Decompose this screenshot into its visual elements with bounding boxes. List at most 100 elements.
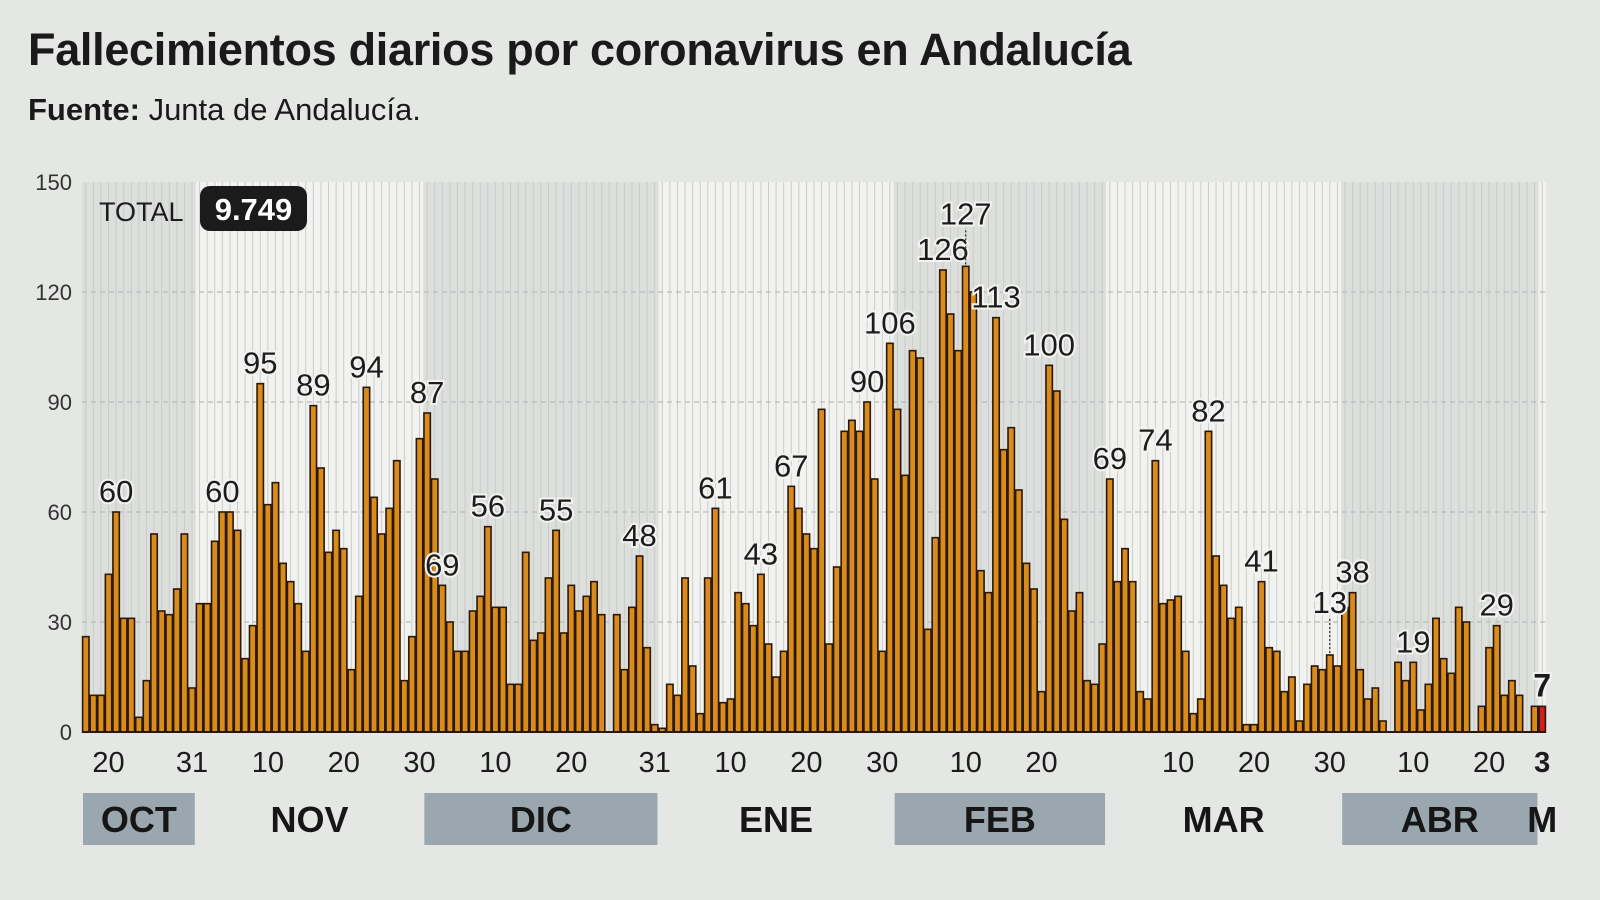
bar-mar-20 xyxy=(1249,723,1258,733)
bar-mar-1 xyxy=(1105,478,1114,733)
bar-ene-8 xyxy=(711,507,720,733)
month-label: MAR xyxy=(1183,799,1265,840)
bar-ene-15 xyxy=(764,643,773,733)
bar-abr-24 xyxy=(1515,694,1524,733)
bar-feb-12 xyxy=(976,569,985,733)
bar-ene-6 xyxy=(696,712,705,733)
bar-mar-27 xyxy=(1303,683,1312,733)
bar-abr-10 xyxy=(1409,661,1418,733)
bar-abr-16 xyxy=(1454,606,1463,733)
x-tick-label: 31 xyxy=(639,747,671,779)
bar-mar-21 xyxy=(1257,580,1266,733)
bar-mar-10 xyxy=(1174,595,1183,733)
y-tick-label: 30 xyxy=(48,610,72,635)
annotation-label: 100 xyxy=(1023,327,1075,362)
bar-dic-17 xyxy=(544,577,553,733)
bar-oct-23 xyxy=(127,617,136,733)
bar-mar-28 xyxy=(1310,665,1319,733)
x-tick-label: 10 xyxy=(714,747,746,779)
y-tick-label: 150 xyxy=(35,170,72,195)
annotation-label: 74 xyxy=(1138,423,1172,458)
bar-nov-2 xyxy=(203,602,212,733)
bar-dic-12 xyxy=(506,683,515,733)
bar-feb-4 xyxy=(916,357,925,733)
bar-oct-27 xyxy=(157,610,166,733)
bar-dic-10 xyxy=(491,606,500,733)
bar-dic-30 xyxy=(643,646,652,733)
bar-nov-19 xyxy=(332,529,341,733)
source-label: Fuente: xyxy=(28,92,140,127)
bar-nov-3 xyxy=(210,540,219,733)
annotation-label: 43 xyxy=(744,536,778,571)
bar-nov-18 xyxy=(324,551,333,733)
bar-mar-14 xyxy=(1204,430,1213,733)
bar-ene-30 xyxy=(878,650,887,733)
bar-ene-2 xyxy=(665,683,674,733)
x-tick-label: 30 xyxy=(1314,747,1346,779)
bar-abr-14 xyxy=(1439,657,1448,733)
bar-mar-19 xyxy=(1242,723,1251,733)
bar-abr-3 xyxy=(1356,668,1365,733)
bar-ene-12 xyxy=(741,602,750,733)
bar-feb-20 xyxy=(1037,690,1046,733)
bar-dic-31 xyxy=(650,723,659,733)
bar-abr-9 xyxy=(1401,679,1410,733)
bar-mar-18 xyxy=(1234,606,1243,733)
bar-ene-25 xyxy=(840,430,849,733)
bar-feb-10 xyxy=(961,265,970,733)
bar-mar-7 xyxy=(1151,459,1160,733)
bar-nov-11 xyxy=(271,481,280,733)
annotation-label: 94 xyxy=(349,349,383,384)
annotation-label: 61 xyxy=(698,470,732,505)
month-label: ABR xyxy=(1401,799,1479,840)
month-label: M xyxy=(1527,799,1557,840)
bar-nov-6 xyxy=(233,529,242,733)
bar-ene-26 xyxy=(847,419,856,733)
annotation-label: 69 xyxy=(425,547,459,582)
bar-m-3 xyxy=(1538,705,1547,733)
bar-nov-28 xyxy=(400,679,409,733)
annotation-label: 89 xyxy=(296,368,330,403)
annotation-label: 82 xyxy=(1191,393,1225,428)
chart-title: Fallecimientos diarios por coronavirus e… xyxy=(28,24,1132,75)
bar-mar-22 xyxy=(1265,646,1274,733)
total-label: TOTAL xyxy=(99,197,184,227)
bar-dic-21 xyxy=(574,610,583,733)
bar-oct-21 xyxy=(112,511,121,733)
bar-nov-29 xyxy=(407,635,416,733)
bar-mar-31 xyxy=(1333,665,1342,733)
bar-feb-6 xyxy=(931,536,940,733)
bar-oct-22 xyxy=(119,617,128,733)
bar-nov-4 xyxy=(218,511,227,733)
source-text: Junta de Andalucía. xyxy=(148,92,421,127)
bar-abr-15 xyxy=(1447,672,1456,733)
x-tick-label: 20 xyxy=(1473,747,1505,779)
y-tick-label: 90 xyxy=(48,390,72,415)
bar-mar-15 xyxy=(1212,555,1221,733)
month-label: OCT xyxy=(101,799,177,840)
bar-ene-3 xyxy=(673,694,682,733)
bar-ene-21 xyxy=(810,547,818,733)
bar-feb-11 xyxy=(969,291,978,733)
bar-ene-20 xyxy=(802,533,811,733)
x-tick-label: 30 xyxy=(403,747,435,779)
bar-ene-28 xyxy=(863,401,872,733)
bar-nov-8 xyxy=(248,624,257,733)
bar-dic-15 xyxy=(529,639,538,733)
total-value: 9.749 xyxy=(215,192,293,227)
bar-dic-14 xyxy=(521,551,530,733)
bar-nov-5 xyxy=(225,511,234,733)
bar-dic-19 xyxy=(559,632,568,733)
bar-ene-10 xyxy=(726,698,735,733)
bar-mar-9 xyxy=(1166,599,1175,733)
bar-mar-8 xyxy=(1158,602,1167,733)
annotation-label: 90 xyxy=(850,364,884,399)
bar-nov-20 xyxy=(339,547,348,733)
annotation-label: 60 xyxy=(205,474,239,509)
bar-feb-3 xyxy=(908,349,917,733)
month-label: DIC xyxy=(510,799,572,840)
bar-ene-16 xyxy=(772,676,781,733)
bar-nov-30 xyxy=(415,437,424,733)
bar-dic-9 xyxy=(483,525,492,733)
